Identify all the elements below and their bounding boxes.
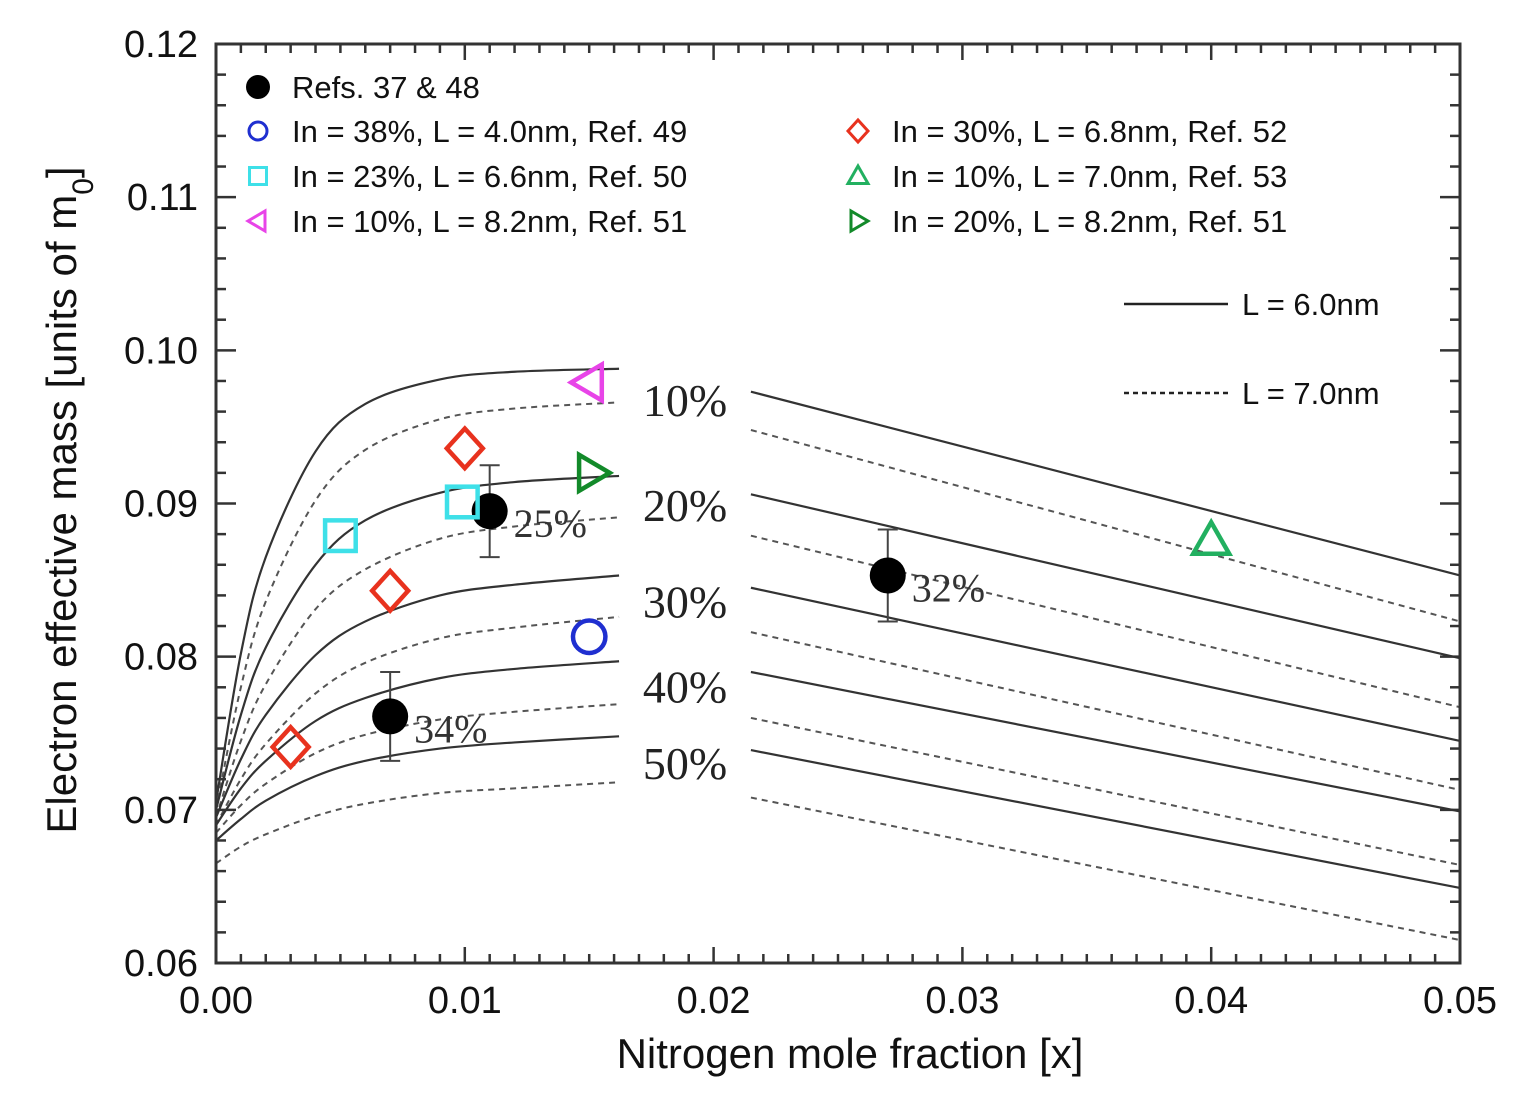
filled-circle-marker — [246, 75, 270, 99]
curve-30pct-solid-right — [750, 586, 1461, 742]
curve-label: 20% — [643, 480, 727, 531]
curve-10pct-solid-left — [214, 367, 620, 803]
y-tick-label: 0.12 — [124, 24, 198, 66]
x-tick-label: 0.04 — [1174, 980, 1248, 1022]
curve-20pct-dashed-right — [750, 534, 1461, 709]
diamond-marker — [443, 425, 486, 472]
x-tick-label: 0.03 — [925, 980, 999, 1022]
curve-30pct-dashed-left — [215, 615, 620, 826]
y-tick-label: 0.10 — [124, 330, 198, 372]
curve-20pct-solid-left — [214, 474, 620, 811]
diamond-marker — [369, 567, 412, 614]
data-point-label: 25% — [514, 501, 587, 546]
filled-circle-marker — [869, 557, 906, 594]
triangle-up-marker — [845, 162, 871, 185]
curve-10pct-dashed-right — [750, 429, 1461, 623]
x-axis-title: Nitrogen mole fraction [x] — [617, 1030, 1084, 1077]
curve-40pct-solid-left — [215, 660, 620, 826]
x-tick-label: 0.01 — [428, 980, 502, 1022]
x-tick-label: 0.05 — [1423, 980, 1497, 1022]
square-marker — [444, 484, 480, 520]
curve-50pct-solid-right — [750, 749, 1461, 890]
diamond-marker — [845, 117, 871, 145]
legend: Refs. 37 & 48 In = 38%, L = 4.0nm, Ref. 4… — [245, 70, 1380, 411]
axes: 0.00 0.01 0.02 0.03 0.04 0.05 0.06 0.07 0.08 0.09… — [124, 24, 1497, 1022]
curve-10pct-solid-right — [750, 390, 1461, 577]
y-tick-label: 0.07 — [124, 790, 198, 832]
square-marker — [248, 166, 268, 186]
y-axis-title: Electron effective mass [units of m0] — [38, 166, 100, 833]
triangle-right-marker — [576, 450, 615, 495]
curve-label: 30% — [643, 577, 727, 628]
y-tick-label: 0.09 — [124, 484, 198, 526]
filled-circle-marker — [471, 493, 508, 530]
legend-entry-label: Refs. 37 & 48 — [292, 70, 480, 105]
y-tick-label: 0.08 — [124, 637, 198, 679]
curve-40pct-solid-right — [750, 670, 1461, 813]
legend-entry-label: In = 20%, L = 8.2nm, Ref. 51 — [892, 204, 1287, 239]
curve-30pct-dashed-right — [750, 631, 1461, 791]
filled-circle-marker — [372, 698, 409, 735]
line-legend-label: L = 6.0nm — [1242, 287, 1380, 322]
diamond-marker — [269, 723, 312, 771]
circle-marker — [570, 618, 608, 656]
curve-50pct-solid-left — [215, 735, 620, 842]
curve-label: 50% — [643, 738, 727, 789]
y-tick-label: 0.11 — [127, 177, 198, 219]
data-point-label: 34% — [414, 706, 487, 751]
triangle-right-marker — [849, 208, 871, 234]
curve-20pct-dashed-left — [215, 516, 620, 818]
curve-20pct-solid-right — [750, 493, 1461, 660]
curve-50pct-dashed-left — [215, 781, 620, 865]
x-tick-label: 0.02 — [677, 980, 751, 1022]
curve-10pct-dashed-left — [215, 401, 620, 811]
triangle-left-marker — [566, 360, 605, 405]
triangle-up-marker — [1189, 517, 1234, 557]
legend-entry-label: In = 38%, L = 4.0nm, Ref. 49 — [292, 114, 687, 149]
data-point-label: 32% — [912, 565, 985, 610]
triangle-left-marker — [245, 208, 267, 234]
legend-entry-label: In = 10%, L = 8.2nm, Ref. 51 — [292, 204, 687, 239]
plot-area: 10% 20% 30% 40% 50% 25% 34% 32% — [214, 360, 1461, 942]
circle-marker — [247, 120, 269, 142]
line-legend-label: L = 7.0nm — [1242, 376, 1380, 411]
square-marker — [322, 518, 358, 554]
y-tick-label: 0.06 — [124, 943, 198, 985]
legend-entry-label: In = 23%, L = 6.6nm, Ref. 50 — [292, 159, 687, 194]
curve-40pct-dashed-left — [215, 703, 620, 834]
curve-label: 10% — [643, 375, 727, 426]
curve-label: 40% — [643, 662, 727, 713]
legend-entry-label: In = 30%, L = 6.8nm, Ref. 52 — [892, 114, 1287, 149]
curve-30pct-solid-left — [214, 574, 620, 818]
legend-entry-label: In = 10%, L = 7.0nm, Ref. 53 — [892, 159, 1287, 194]
x-tick-label: 0.00 — [179, 980, 253, 1022]
